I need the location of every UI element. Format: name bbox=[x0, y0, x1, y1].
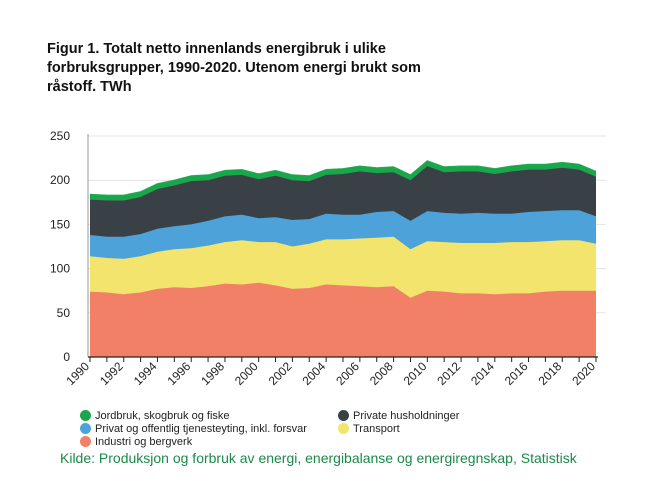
area-series-1 bbox=[90, 282, 596, 357]
chart-title-line-2: forbruksgrupper, 1990-2020. Utenom energ… bbox=[47, 60, 421, 76]
chart-title-line-1: Figur 1. Totalt netto innenlands energib… bbox=[47, 41, 386, 57]
x-tick-label: 1996 bbox=[165, 359, 194, 388]
legend-item-industri: Industri og bergverk bbox=[80, 436, 192, 448]
area-series-group bbox=[89, 160, 597, 357]
legend-label-industri: Industri og bergverk bbox=[95, 436, 193, 448]
y-tick-label: 250 bbox=[50, 129, 70, 143]
legend-swatch-transport bbox=[338, 423, 349, 434]
x-tick-label: 2000 bbox=[232, 359, 261, 388]
area-series-2 bbox=[90, 236, 596, 298]
chart-title: Figur 1. Totalt netto innenlands energib… bbox=[47, 40, 477, 97]
x-tick-label: 1992 bbox=[97, 359, 126, 388]
area-series-4 bbox=[90, 166, 596, 237]
legend-swatch-tjenesteyting bbox=[80, 423, 91, 434]
legend-label-husholdninger: Private husholdninger bbox=[353, 410, 460, 422]
legend-swatch-industri bbox=[80, 436, 91, 447]
x-tick-label: 2006 bbox=[333, 359, 362, 388]
legend-item-tjenesteyting: Privat og offentlig tjenesteyting, inkl.… bbox=[80, 423, 307, 435]
area-edge-5 bbox=[89, 160, 597, 196]
x-tick-label: 2008 bbox=[367, 359, 396, 388]
legend-label-transport: Transport bbox=[353, 423, 400, 435]
y-tick-label: 0 bbox=[63, 350, 70, 364]
x-tick-label: 2010 bbox=[401, 359, 430, 388]
x-tick-label: 2012 bbox=[434, 359, 463, 388]
x-tick-label: 1998 bbox=[198, 359, 227, 388]
legend-label-jordbruk: Jordbruk, skogbruk og fiske bbox=[95, 410, 230, 422]
chart-title-line-3: råstoff. TWh bbox=[47, 79, 132, 95]
y-tick-label: 200 bbox=[50, 173, 70, 187]
y-tick-label: 100 bbox=[50, 262, 70, 276]
source-text: Kilde: Produksjon og forbruk av energi, … bbox=[60, 450, 577, 466]
legend-swatch-husholdninger bbox=[338, 410, 349, 421]
y-tick-label: 50 bbox=[57, 306, 71, 320]
x-tick-label: 2016 bbox=[502, 359, 531, 388]
area-series-3 bbox=[90, 210, 596, 259]
legend-swatch-jordbruk bbox=[80, 410, 91, 421]
x-tick-label: 2014 bbox=[468, 359, 497, 388]
legend-item-jordbruk: Jordbruk, skogbruk og fiske bbox=[80, 410, 230, 422]
x-tick-label: 1994 bbox=[131, 359, 160, 388]
x-tick-label: 2004 bbox=[299, 359, 328, 388]
x-tick-label: 2018 bbox=[536, 359, 565, 388]
x-tick-label: 2002 bbox=[266, 359, 295, 388]
legend-item-husholdninger: Private husholdninger bbox=[338, 410, 459, 422]
y-tick-label: 150 bbox=[50, 217, 70, 231]
x-tick-label: 2020 bbox=[569, 359, 598, 388]
legend-label-tjenesteyting: Privat og offentlig tjenesteyting, inkl.… bbox=[95, 423, 307, 435]
legend-item-transport: Transport bbox=[338, 423, 400, 435]
area-series-5 bbox=[90, 160, 596, 201]
